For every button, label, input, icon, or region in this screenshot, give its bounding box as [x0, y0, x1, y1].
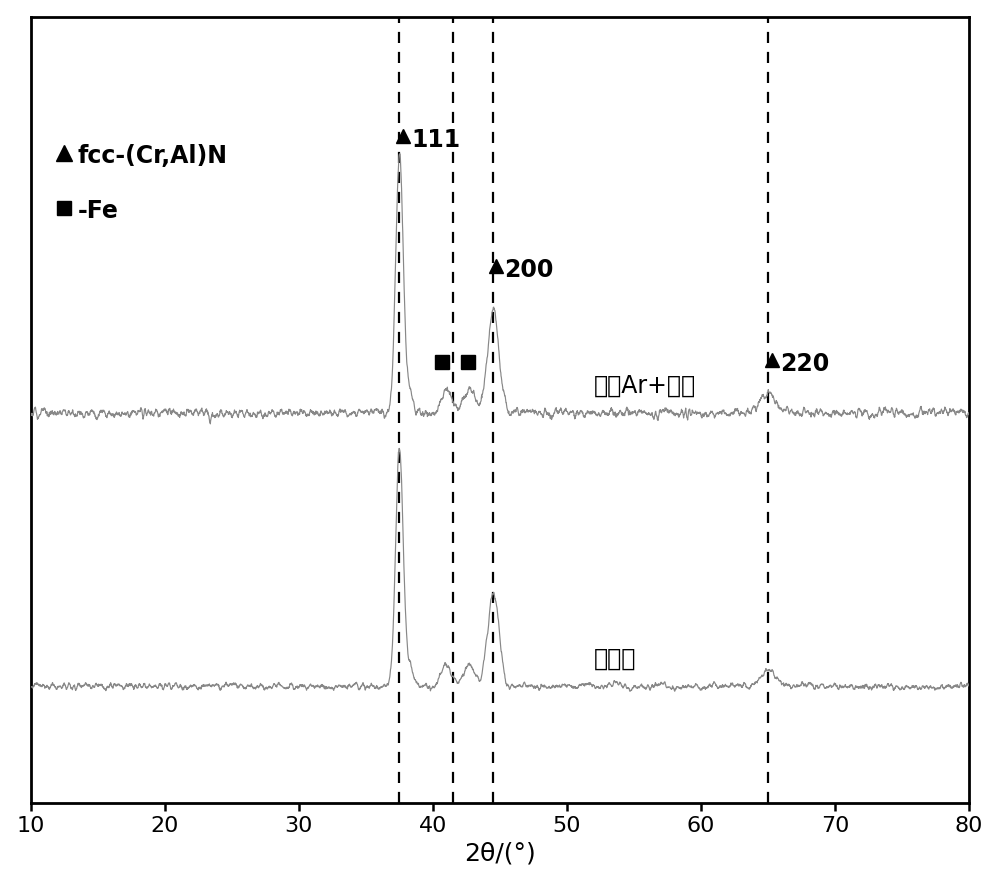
- Text: 高能Ar+轰击: 高能Ar+轰击: [594, 374, 696, 398]
- X-axis label: 2θ/(°): 2θ/(°): [464, 841, 536, 865]
- Text: 111: 111: [412, 129, 461, 153]
- Text: 220: 220: [780, 352, 829, 376]
- Text: 200: 200: [504, 258, 553, 282]
- Text: 未处理: 未处理: [594, 647, 636, 671]
- Text: fcc-(Cr,Al)N: fcc-(Cr,Al)N: [78, 144, 228, 168]
- Text: -Fe: -Fe: [78, 198, 119, 223]
